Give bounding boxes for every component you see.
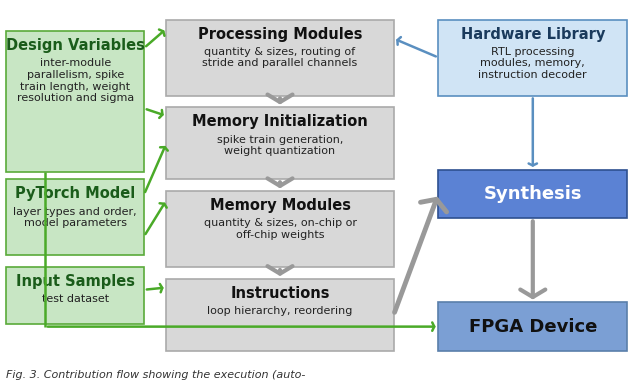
Text: test dataset: test dataset	[42, 294, 109, 305]
FancyBboxPatch shape	[6, 267, 144, 324]
Text: spike train generation,
weight quantization: spike train generation, weight quantizat…	[217, 135, 343, 156]
Text: PyTorch Model: PyTorch Model	[15, 186, 135, 201]
Text: Design Variables: Design Variables	[6, 38, 145, 53]
Text: Processing Modules: Processing Modules	[198, 27, 362, 41]
Text: Instructions: Instructions	[230, 286, 330, 301]
Text: FPGA Device: FPGA Device	[468, 317, 597, 336]
Text: quantity & sizes, routing of
stride and parallel channels: quantity & sizes, routing of stride and …	[202, 47, 358, 68]
Text: inter-module
parallelism, spike
train length, weight
resolution and sigma: inter-module parallelism, spike train le…	[17, 58, 134, 103]
Text: Memory Initialization: Memory Initialization	[192, 114, 368, 129]
Text: quantity & sizes, on-chip or
off-chip weights: quantity & sizes, on-chip or off-chip we…	[204, 218, 356, 240]
Text: layer types and order,
model parameters: layer types and order, model parameters	[13, 207, 137, 228]
Text: Input Samples: Input Samples	[16, 274, 134, 289]
FancyBboxPatch shape	[438, 170, 627, 218]
Text: Synthesis: Synthesis	[484, 185, 582, 203]
Text: Hardware Library: Hardware Library	[461, 27, 605, 41]
Text: loop hierarchy, reordering: loop hierarchy, reordering	[207, 306, 353, 316]
FancyBboxPatch shape	[438, 20, 627, 96]
Text: RTL processing
modules, memory,
instruction decoder: RTL processing modules, memory, instruct…	[479, 47, 587, 80]
Text: Memory Modules: Memory Modules	[209, 198, 351, 213]
FancyBboxPatch shape	[438, 302, 627, 351]
FancyBboxPatch shape	[6, 179, 144, 255]
Text: Fig. 3. Contribution flow showing the execution (auto-: Fig. 3. Contribution flow showing the ex…	[6, 370, 306, 381]
FancyBboxPatch shape	[166, 279, 394, 351]
FancyBboxPatch shape	[6, 31, 144, 172]
FancyBboxPatch shape	[166, 20, 394, 96]
FancyBboxPatch shape	[166, 191, 394, 267]
FancyBboxPatch shape	[166, 107, 394, 179]
